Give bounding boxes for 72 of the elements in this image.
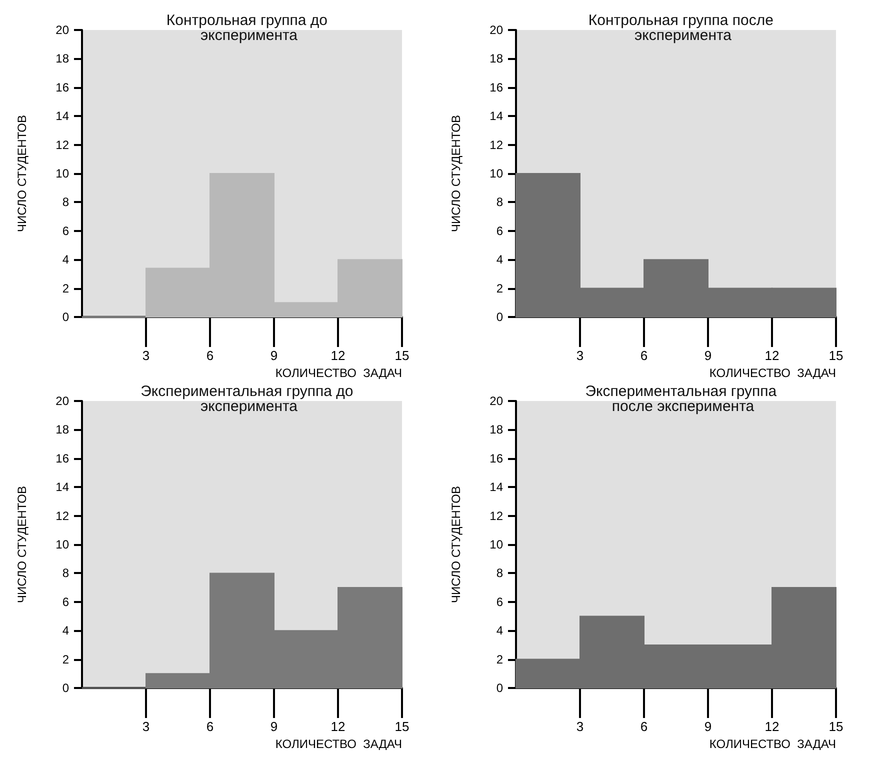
y-tick-label: 12 <box>56 508 70 523</box>
y-tick-label: 18 <box>56 52 70 66</box>
x-tick-label: 12 <box>764 348 780 363</box>
chart-title: Экспериментальная группа до эксперимента <box>140 383 358 415</box>
y-tick-label: 20 <box>490 394 504 408</box>
x-tick-label: 15 <box>394 348 410 363</box>
y-tick-label: 16 <box>56 80 70 94</box>
y-tick-label: 16 <box>490 80 504 94</box>
x-tick-label: 3 <box>142 719 150 734</box>
y-tick-label: 14 <box>490 480 504 494</box>
x-tick-label: 9 <box>704 719 712 734</box>
y-tick-label: 14 <box>56 480 70 494</box>
y-tick-label: 4 <box>496 624 504 638</box>
y-tick-label: 20 <box>490 23 504 37</box>
chart-title: Контрольная группа до эксперимента <box>166 12 332 44</box>
y-tick-label: 12 <box>490 138 504 152</box>
y-tick-label: 4 <box>496 252 504 267</box>
x-tick-label: 9 <box>704 348 712 363</box>
y-tick-label: 10 <box>490 538 504 552</box>
y-tick-label: 10 <box>490 166 504 180</box>
y-tick-label: 20 <box>56 394 70 408</box>
y-tick-label: 4 <box>62 252 70 267</box>
y-tick-label: 16 <box>490 451 504 466</box>
y-axis-title: ЧИСЛО СТУДЕНТОВ <box>449 114 463 232</box>
y-tick-label: 8 <box>62 566 70 580</box>
x-tick-label: 6 <box>640 719 648 734</box>
y-tick-label: 18 <box>490 52 504 66</box>
y-tick-label: 2 <box>62 281 70 296</box>
y-tick-label: 8 <box>496 566 504 580</box>
x-tick-label: 12 <box>764 719 780 734</box>
y-tick-label: 2 <box>62 652 70 666</box>
x-tick-label: 6 <box>206 348 214 363</box>
y-axis-title: ЧИСЛО СТУДЕНТОВ <box>449 486 463 604</box>
y-tick-label: 6 <box>496 594 504 609</box>
y-tick-label: 20 <box>56 23 70 37</box>
y-tick-label: 8 <box>62 195 70 210</box>
x-tick-label: 3 <box>576 719 584 734</box>
y-tick-label: 6 <box>62 594 70 609</box>
y-axis-title: ЧИСЛО СТУДЕНТОВ <box>15 114 29 232</box>
x-tick-label: 3 <box>576 348 584 363</box>
y-tick-label: 0 <box>496 310 504 324</box>
y-tick-label: 6 <box>62 224 70 238</box>
y-tick-label: 10 <box>56 538 70 552</box>
y-tick-label: 18 <box>490 422 504 437</box>
y-tick-label: 2 <box>496 652 504 666</box>
x-tick-label: 6 <box>640 348 648 363</box>
y-tick-label: 4 <box>62 624 70 638</box>
x-tick-label: 9 <box>270 719 278 734</box>
y-axis-title: ЧИСЛО СТУДЕНТОВ <box>15 486 29 604</box>
chart-title: Контрольная группа после эксперимента <box>588 12 778 44</box>
y-tick-label: 0 <box>496 681 504 695</box>
x-tick-label: 9 <box>270 348 278 363</box>
x-tick-label: 12 <box>330 719 346 734</box>
y-tick-label: 12 <box>490 508 504 523</box>
y-tick-label: 10 <box>56 166 70 180</box>
y-tick-label: 14 <box>56 109 70 124</box>
y-tick-label: 2 <box>496 281 504 296</box>
y-tick-label: 14 <box>490 109 504 124</box>
x-tick-label: 6 <box>206 719 214 734</box>
x-tick-label: 15 <box>394 719 410 734</box>
y-tick-label: 12 <box>56 138 70 152</box>
x-tick-label: 15 <box>828 348 844 363</box>
x-tick-label: 3 <box>142 348 150 363</box>
y-tick-label: 16 <box>56 451 70 466</box>
y-tick-label: 0 <box>62 310 70 324</box>
y-tick-label: 8 <box>496 195 504 210</box>
y-tick-label: 18 <box>56 422 70 437</box>
chart-title: Экспериментальная группа после эксперимента <box>585 383 781 415</box>
y-tick-label: 0 <box>62 681 70 695</box>
x-tick-label: 12 <box>330 348 346 363</box>
x-tick-label: 15 <box>828 719 844 734</box>
y-tick-label: 6 <box>496 224 504 238</box>
